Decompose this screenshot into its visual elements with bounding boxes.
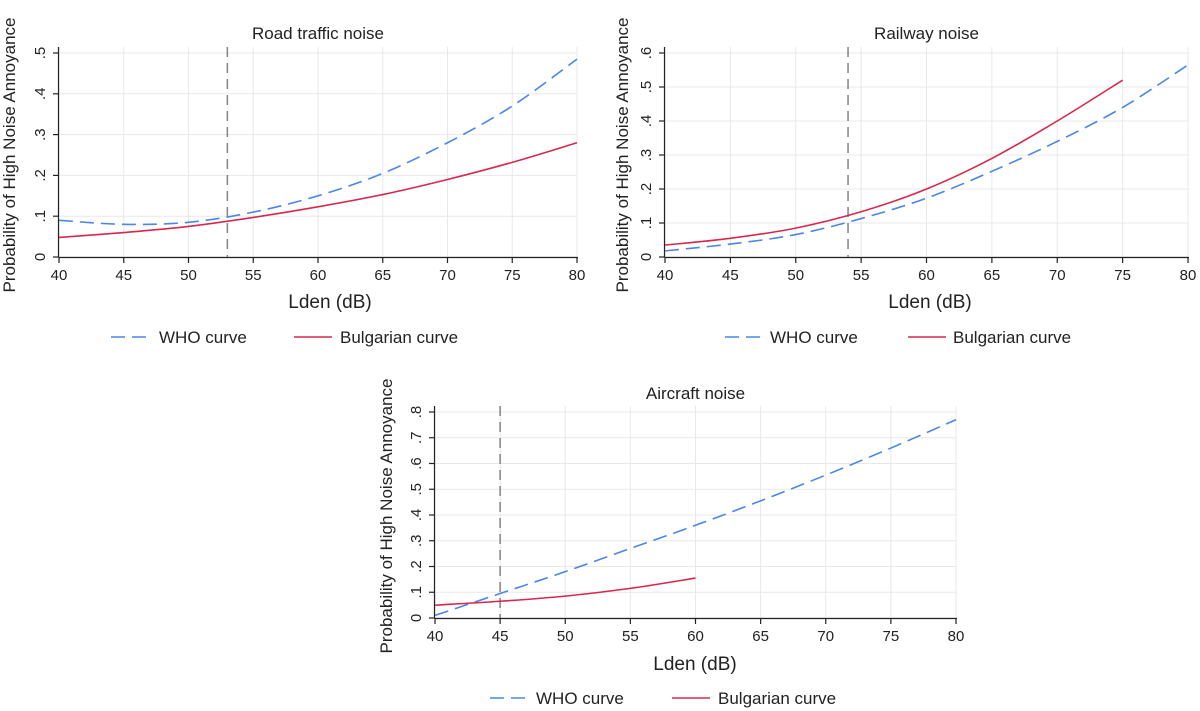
chart-title: Aircraft noise [646, 384, 745, 403]
x-tick-label: 40 [51, 267, 68, 284]
x-axis-label: Lden (dB) [888, 292, 971, 313]
x-tick-label: 40 [427, 628, 444, 645]
legend-label-bulgarian: Bulgarian curve [340, 328, 458, 347]
y-tick-label: .1 [638, 217, 655, 230]
x-tick-label: 45 [115, 267, 132, 284]
y-tick-label: .4 [638, 115, 655, 128]
y-tick-label: .4 [32, 88, 49, 101]
x-tick-label: 45 [722, 267, 739, 284]
y-tick-label: 0 [408, 614, 425, 622]
x-tick-label: 50 [787, 267, 804, 284]
y-tick-label: .3 [32, 128, 49, 141]
legend-label-who: WHO curve [159, 328, 247, 347]
chart-road: 40 45 50 55 60 65 70 75 80 0 .1 .2 .3 .4 .5 Road traffi… [0, 18, 585, 348]
y-tick-label: .7 [408, 431, 425, 444]
x-tick-label: 65 [752, 628, 769, 645]
y-tick-label: .2 [638, 183, 655, 196]
chart-title: Road traffic noise [252, 24, 384, 43]
x-tick-label: 80 [948, 628, 965, 645]
legend-label-who: WHO curve [536, 689, 624, 708]
y-tick-label: .1 [408, 586, 425, 599]
y-axis-label: Probability of High Noise Annoyance [0, 18, 19, 293]
chart-aircraft: 40 45 50 55 60 65 70 75 80 0 .1 .2 .3 .4 .5 .6 .7 .8 Aircr… [377, 379, 964, 709]
y-tick-label: 0 [32, 253, 49, 261]
chart-title: Railway noise [874, 24, 979, 43]
x-tick-label: 65 [984, 267, 1001, 284]
x-tick-label: 45 [492, 628, 509, 645]
y-tick-label: .5 [32, 47, 49, 60]
x-tick-label: 55 [245, 267, 262, 284]
legend: WHO curve Bulgarian curve [111, 328, 458, 347]
legend-label-bulgarian: Bulgarian curve [718, 689, 836, 708]
y-tick-label: .2 [32, 169, 49, 182]
x-tick-label: 60 [687, 628, 704, 645]
x-axis-label: Lden (dB) [653, 654, 736, 675]
x-tick-label: 75 [504, 267, 521, 284]
x-tick-label: 50 [180, 267, 197, 284]
y-tick-label: .1 [32, 210, 49, 223]
y-tick-label: .2 [408, 560, 425, 573]
x-tick-label: 70 [439, 267, 456, 284]
x-tick-label: 65 [374, 267, 391, 284]
y-tick-label: .6 [408, 457, 425, 470]
y-tick-label: .8 [408, 406, 425, 419]
legend-label-bulgarian: Bulgarian curve [953, 328, 1071, 347]
y-axis-label: Probability of High Noise Annoyance [377, 379, 396, 654]
legend: WHO curve Bulgarian curve [490, 689, 836, 708]
series-line-bulgarian [434, 577, 696, 606]
series-line-bulgarian [664, 79, 1124, 246]
y-tick-label: .3 [408, 534, 425, 547]
y-tick-label: .6 [638, 47, 655, 60]
y-tick-label: .3 [638, 149, 655, 162]
x-tick-label: 50 [557, 628, 574, 645]
y-tick-label: .5 [408, 483, 425, 496]
x-tick-label: 75 [883, 628, 900, 645]
y-tick-label: .5 [638, 81, 655, 94]
x-tick-label: 75 [1114, 267, 1131, 284]
series-line-bulgarian [58, 141, 578, 239]
y-tick-label: 0 [638, 253, 655, 261]
legend: WHO curve Bulgarian curve [725, 328, 1071, 347]
x-tick-label: 60 [310, 267, 327, 284]
series-line-who [58, 58, 578, 226]
y-tick-label: .4 [408, 509, 425, 522]
chart-railway: 40 45 50 55 60 65 70 75 80 0 .1 .2 .3 .4 .5 .6 Railway n… [613, 18, 1196, 348]
x-tick-label: 80 [1180, 267, 1197, 284]
legend-label-who: WHO curve [770, 328, 858, 347]
y-axis-label: Probability of High Noise Annoyance [613, 18, 632, 293]
x-tick-label: 55 [622, 628, 639, 645]
x-tick-label: 55 [853, 267, 870, 284]
x-tick-label: 70 [817, 628, 834, 645]
x-tick-label: 70 [1049, 267, 1066, 284]
x-axis-label: Lden (dB) [288, 292, 371, 313]
series-line-who [434, 418, 957, 617]
x-tick-label: 80 [569, 267, 586, 284]
x-tick-label: 60 [918, 267, 935, 284]
x-tick-label: 40 [657, 267, 674, 284]
series-line-who [664, 64, 1189, 252]
